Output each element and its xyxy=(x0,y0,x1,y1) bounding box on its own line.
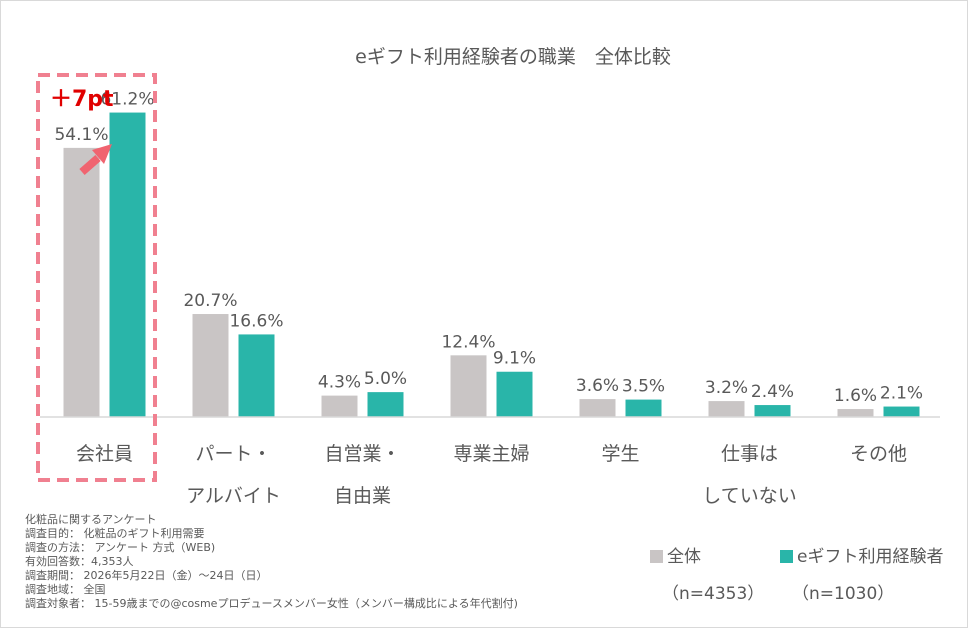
bar xyxy=(238,334,275,417)
bar xyxy=(837,409,874,417)
note-line: 調査対象者： 15-59歳までの@cosmeプロデュースメンバー女性（メンバー構… xyxy=(25,597,518,610)
category-label: 自由業 xyxy=(334,485,391,507)
category-label: 仕事は xyxy=(721,443,778,465)
bar xyxy=(321,395,358,417)
legend-swatch-egift xyxy=(780,550,793,563)
legend-item-egift: eギフト利用経験者 xyxy=(780,542,943,567)
data-label: 5.0% xyxy=(364,369,407,389)
chart-title: eギフト利用経験者の職業 全体比較 xyxy=(355,46,671,68)
note-line: 有効回答数：4,353人 xyxy=(25,555,134,568)
legend-label: 全体 xyxy=(667,547,701,567)
data-label: 3.6% xyxy=(576,376,619,396)
category-label: 会社員 xyxy=(76,443,133,465)
category-label: 学生 xyxy=(601,443,639,465)
bar xyxy=(367,392,404,417)
bar xyxy=(883,406,920,417)
category-label: パート・ xyxy=(195,443,271,465)
data-label: 3.5% xyxy=(622,377,665,397)
category-label: アルバイト xyxy=(186,485,281,507)
legend-n-overall: （n=4353） xyxy=(662,584,765,604)
annotation-label: ＋7pt xyxy=(50,87,114,112)
legend-item-overall: 全体 xyxy=(650,542,701,567)
legend-label: eギフト利用経験者 xyxy=(797,547,944,567)
survey-notes: 化粧品に関するアンケート 調査目的： 化粧品のギフト利用需要 調査の方法： アン… xyxy=(25,513,518,611)
bar xyxy=(754,405,791,417)
note-line: 調査目的： 化粧品のギフト利用需要 xyxy=(25,527,205,540)
note-line: 調査期間： 2026年5月22日（金）～24日（日） xyxy=(25,569,268,582)
arrow-icon xyxy=(79,144,112,176)
category-label: その他 xyxy=(850,443,907,465)
bar xyxy=(63,147,100,417)
bar xyxy=(450,355,487,417)
legend-swatch-overall xyxy=(650,550,663,563)
data-label: 4.3% xyxy=(318,373,361,393)
data-label: 54.1% xyxy=(54,125,108,145)
bar xyxy=(192,314,229,417)
data-label: 20.7% xyxy=(183,291,237,311)
data-label: 9.1% xyxy=(493,349,536,369)
category-label: 自営業・ xyxy=(324,443,400,465)
legend-n-egift: （n=1030） xyxy=(792,584,895,604)
category-label: していない xyxy=(702,485,796,507)
data-label: 1.6% xyxy=(834,386,877,406)
highlight-box xyxy=(36,73,157,482)
note-line: 調査の方法： アンケート 方式（WEB) xyxy=(25,541,216,554)
bar xyxy=(579,399,616,417)
arrow-head xyxy=(92,144,112,164)
bar xyxy=(109,112,146,418)
data-label: 61.2% xyxy=(100,90,154,110)
arrow-shaft xyxy=(79,154,101,176)
bar xyxy=(625,399,662,417)
note-line: 調査地域： 全国 xyxy=(25,583,106,596)
note-line: 化粧品に関するアンケート xyxy=(25,513,157,526)
data-label: 12.4% xyxy=(441,332,495,352)
data-label: 2.4% xyxy=(751,382,794,402)
data-label: 16.6% xyxy=(229,311,283,331)
bar xyxy=(496,371,533,417)
bar xyxy=(708,401,745,417)
data-label: 3.2% xyxy=(705,378,748,398)
category-label: 専業主婦 xyxy=(453,443,529,465)
data-label: 2.1% xyxy=(880,384,923,404)
